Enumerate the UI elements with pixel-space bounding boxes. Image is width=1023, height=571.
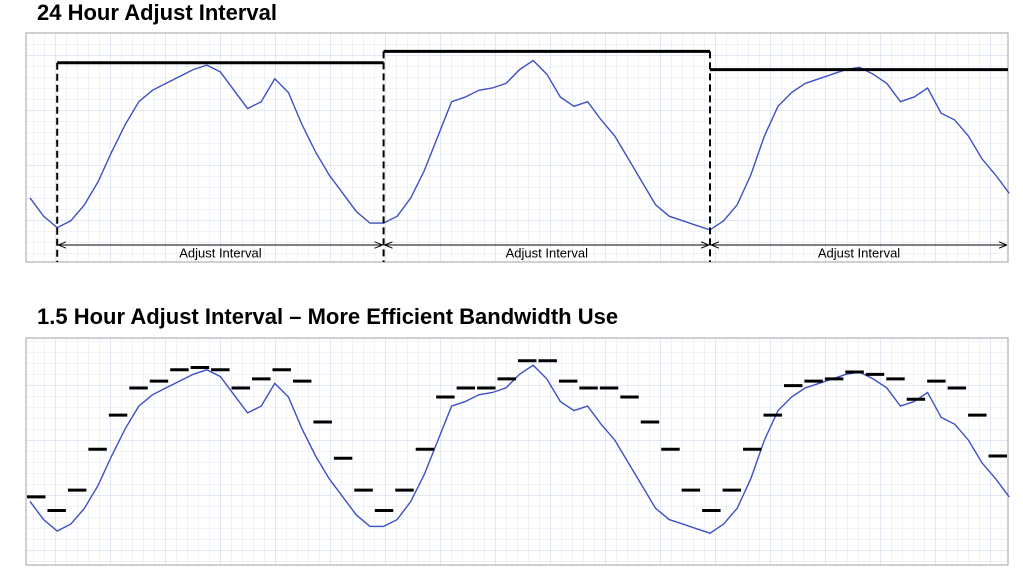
chart-title: 1.5 Hour Adjust Interval – More Efficien…	[37, 304, 618, 329]
chart-title: 24 Hour Adjust Interval	[37, 0, 277, 25]
annotation: Adjust Interval	[818, 245, 900, 260]
annotation: Adjust Interval	[506, 245, 588, 260]
annotation: Adjust Interval	[179, 245, 261, 260]
traffic-line	[29, 364, 1010, 534]
